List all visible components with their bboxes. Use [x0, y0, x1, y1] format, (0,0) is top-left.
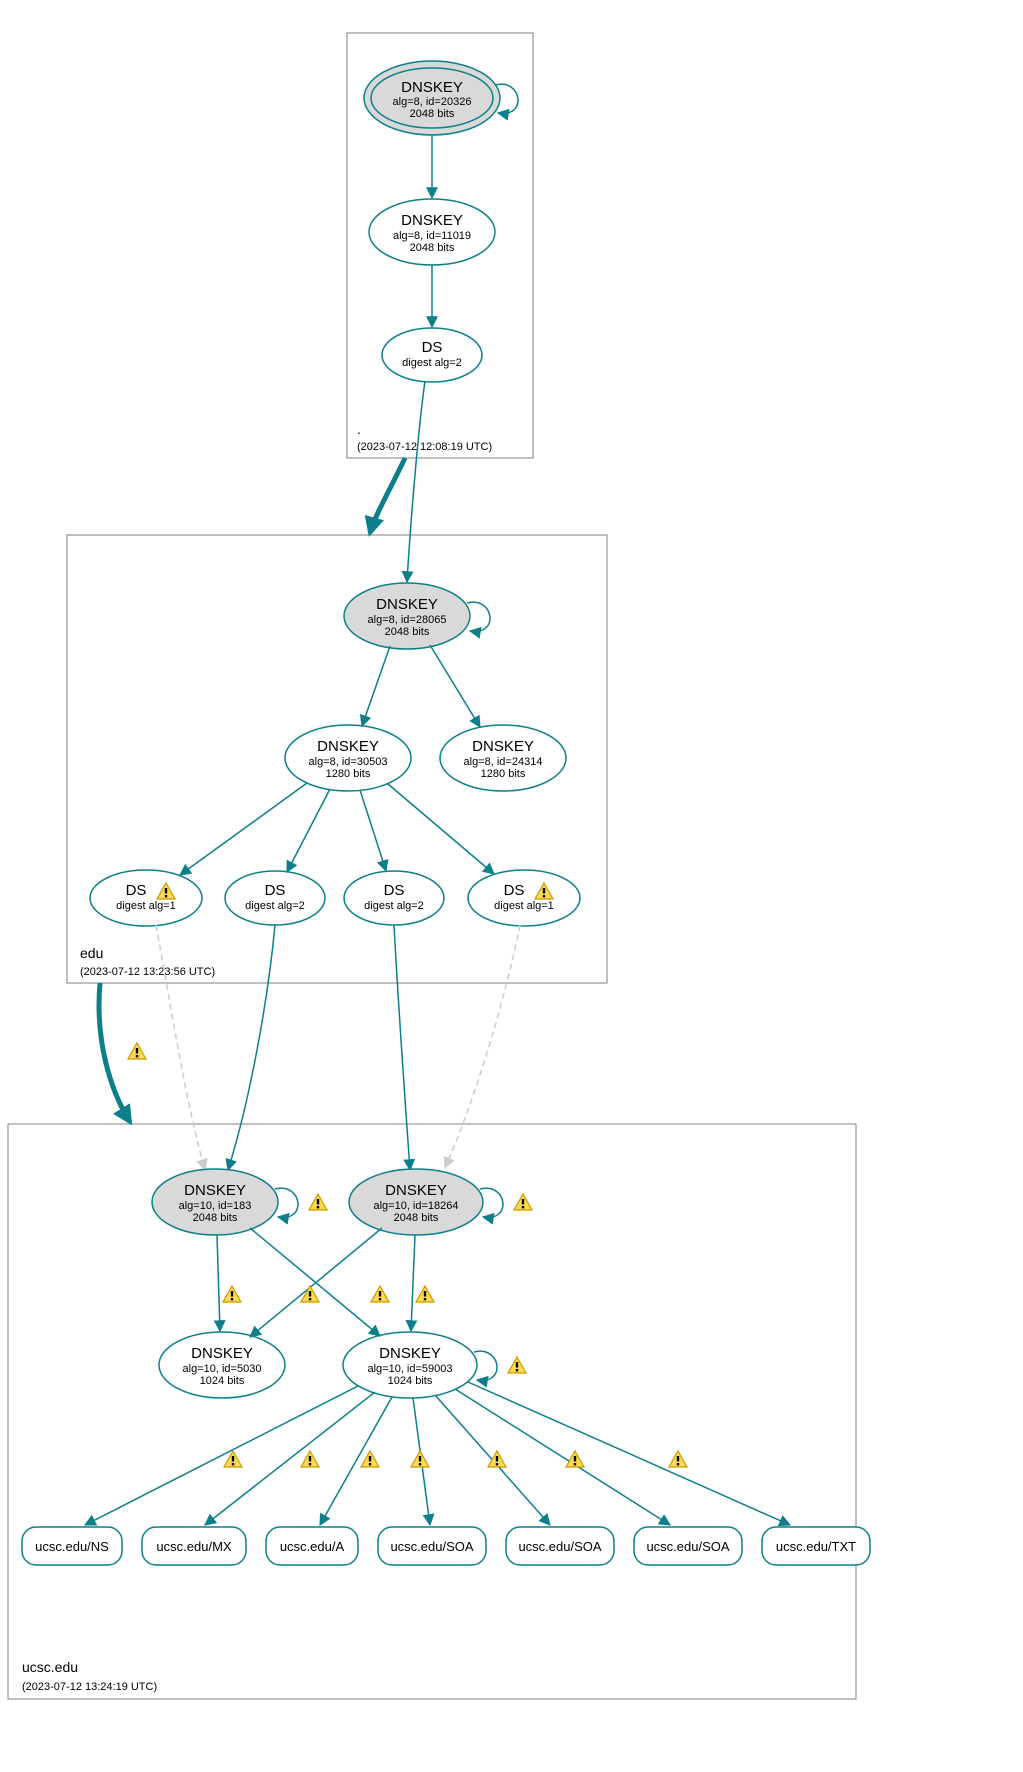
- svg-text:ucsc.edu/SOA: ucsc.edu/SOA: [390, 1539, 473, 1554]
- svg-text:alg=8, id=28065: alg=8, id=28065: [368, 614, 447, 626]
- svg-text:DNSKEY: DNSKEY: [376, 596, 438, 613]
- svg-text:DS: DS: [504, 882, 525, 899]
- node-edu-dnskey-30503: DNSKEY alg=8, id=30503 1280 bits: [285, 725, 411, 791]
- svg-text:1024 bits: 1024 bits: [200, 1375, 245, 1387]
- svg-text:ucsc.edu/SOA: ucsc.edu/SOA: [518, 1539, 601, 1554]
- edge-root-to-edu-zone: [370, 458, 405, 533]
- warning-icon: [301, 1286, 319, 1302]
- zone-root-label: .: [357, 421, 361, 437]
- svg-text:DNSKEY: DNSKEY: [385, 1182, 447, 1199]
- svg-text:alg=8, id=24314: alg=8, id=24314: [464, 756, 543, 768]
- svg-text:DNSKEY: DNSKEY: [401, 79, 463, 96]
- svg-text:ucsc.edu/A: ucsc.edu/A: [280, 1539, 345, 1554]
- warning-icon: [223, 1286, 241, 1302]
- node-edu-ds3: DS digest alg=2: [344, 871, 444, 925]
- svg-text:1024 bits: 1024 bits: [388, 1375, 433, 1387]
- warning-icon: [411, 1451, 429, 1467]
- svg-text:alg=8, id=30503: alg=8, id=30503: [309, 756, 388, 768]
- svg-text:2048 bits: 2048 bits: [394, 1212, 439, 1224]
- svg-text:alg=8, id=20326: alg=8, id=20326: [393, 96, 472, 108]
- svg-text:alg=10, id=59003: alg=10, id=59003: [367, 1363, 452, 1375]
- svg-text:DNSKEY: DNSKEY: [401, 212, 463, 229]
- svg-text:DNSKEY: DNSKEY: [191, 1345, 253, 1362]
- rrset-soa3: ucsc.edu/SOA: [634, 1527, 742, 1565]
- rrset-mx: ucsc.edu/MX: [142, 1527, 246, 1565]
- svg-text:DNSKEY: DNSKEY: [379, 1345, 441, 1362]
- node-edu-dnskey-24314: DNSKEY alg=8, id=24314 1280 bits: [440, 725, 566, 791]
- rrset-ns: ucsc.edu/NS: [22, 1527, 122, 1565]
- zone-ucsc-timestamp: (2023-07-12 13:24:19 UTC): [22, 1681, 157, 1693]
- svg-text:digest alg=2: digest alg=2: [364, 900, 424, 912]
- svg-text:DS: DS: [265, 882, 286, 899]
- node-root-dnskey-20326: DNSKEY alg=8, id=20326 2048 bits: [364, 61, 500, 135]
- node-root-ds: DS digest alg=2: [382, 328, 482, 382]
- warning-icon: [416, 1286, 434, 1302]
- node-ucsc-dnskey-59003: DNSKEY alg=10, id=59003 1024 bits: [343, 1332, 477, 1398]
- warning-icon: [128, 1043, 146, 1059]
- svg-text:ucsc.edu/TXT: ucsc.edu/TXT: [776, 1539, 856, 1554]
- svg-text:DS: DS: [422, 339, 443, 356]
- warning-icon: [508, 1357, 526, 1373]
- zone-edu-timestamp: (2023-07-12 13:23:56 UTC): [80, 966, 215, 978]
- svg-text:2048 bits: 2048 bits: [410, 108, 455, 120]
- warning-icon: [669, 1451, 687, 1467]
- svg-text:DS: DS: [384, 882, 405, 899]
- node-edu-ds1: DS digest alg=1: [90, 870, 202, 926]
- svg-text:1280 bits: 1280 bits: [481, 768, 526, 780]
- svg-text:alg=10, id=5030: alg=10, id=5030: [183, 1363, 262, 1375]
- svg-text:DNSKEY: DNSKEY: [472, 738, 534, 755]
- svg-text:ucsc.edu/MX: ucsc.edu/MX: [156, 1539, 231, 1554]
- zone-ucsc-label: ucsc.edu: [22, 1659, 78, 1675]
- rrset-soa1: ucsc.edu/SOA: [378, 1527, 486, 1565]
- svg-text:digest alg=2: digest alg=2: [245, 900, 305, 912]
- svg-text:2048 bits: 2048 bits: [410, 242, 455, 254]
- warning-icon: [309, 1194, 327, 1210]
- node-ucsc-dnskey-5030: DNSKEY alg=10, id=5030 1024 bits: [159, 1332, 285, 1398]
- svg-text:ucsc.edu/SOA: ucsc.edu/SOA: [646, 1539, 729, 1554]
- warning-icon: [371, 1286, 389, 1302]
- svg-text:alg=10, id=18264: alg=10, id=18264: [373, 1200, 458, 1212]
- zone-edu-label: edu: [80, 945, 103, 961]
- svg-text:DNSKEY: DNSKEY: [317, 738, 379, 755]
- svg-text:digest alg=2: digest alg=2: [402, 357, 462, 369]
- rrset-soa2: ucsc.edu/SOA: [506, 1527, 614, 1565]
- node-edu-ds2: DS digest alg=2: [225, 871, 325, 925]
- rrset-a: ucsc.edu/A: [266, 1527, 358, 1565]
- svg-text:DNSKEY: DNSKEY: [184, 1182, 246, 1199]
- node-edu-ds4: DS digest alg=1: [468, 870, 580, 926]
- edge-edu-to-ucsc-zone: [99, 983, 130, 1122]
- svg-text:alg=8, id=11019: alg=8, id=11019: [393, 230, 471, 242]
- node-ucsc-dnskey-183: DNSKEY alg=10, id=183 2048 bits: [152, 1169, 278, 1235]
- warning-icon: [514, 1194, 532, 1210]
- svg-text:alg=10, id=183: alg=10, id=183: [179, 1200, 252, 1212]
- svg-text:ucsc.edu/NS: ucsc.edu/NS: [35, 1539, 109, 1554]
- svg-text:DS: DS: [126, 882, 147, 899]
- warning-icon: [566, 1451, 584, 1467]
- svg-text:1280 bits: 1280 bits: [326, 768, 371, 780]
- svg-text:2048 bits: 2048 bits: [385, 626, 430, 638]
- warning-icon: [361, 1451, 379, 1467]
- svg-text:digest alg=1: digest alg=1: [494, 900, 554, 912]
- rrset-txt: ucsc.edu/TXT: [762, 1527, 870, 1565]
- node-root-dnskey-11019: DNSKEY alg=8, id=11019 2048 bits: [369, 199, 495, 265]
- zone-root-timestamp: (2023-07-12 12:08:19 UTC): [357, 441, 492, 453]
- node-ucsc-dnskey-18264: DNSKEY alg=10, id=18264 2048 bits: [349, 1169, 483, 1235]
- warning-icon: [301, 1451, 319, 1467]
- svg-text:2048 bits: 2048 bits: [193, 1212, 238, 1224]
- svg-text:digest alg=1: digest alg=1: [116, 900, 176, 912]
- node-edu-dnskey-28065: DNSKEY alg=8, id=28065 2048 bits: [344, 583, 470, 649]
